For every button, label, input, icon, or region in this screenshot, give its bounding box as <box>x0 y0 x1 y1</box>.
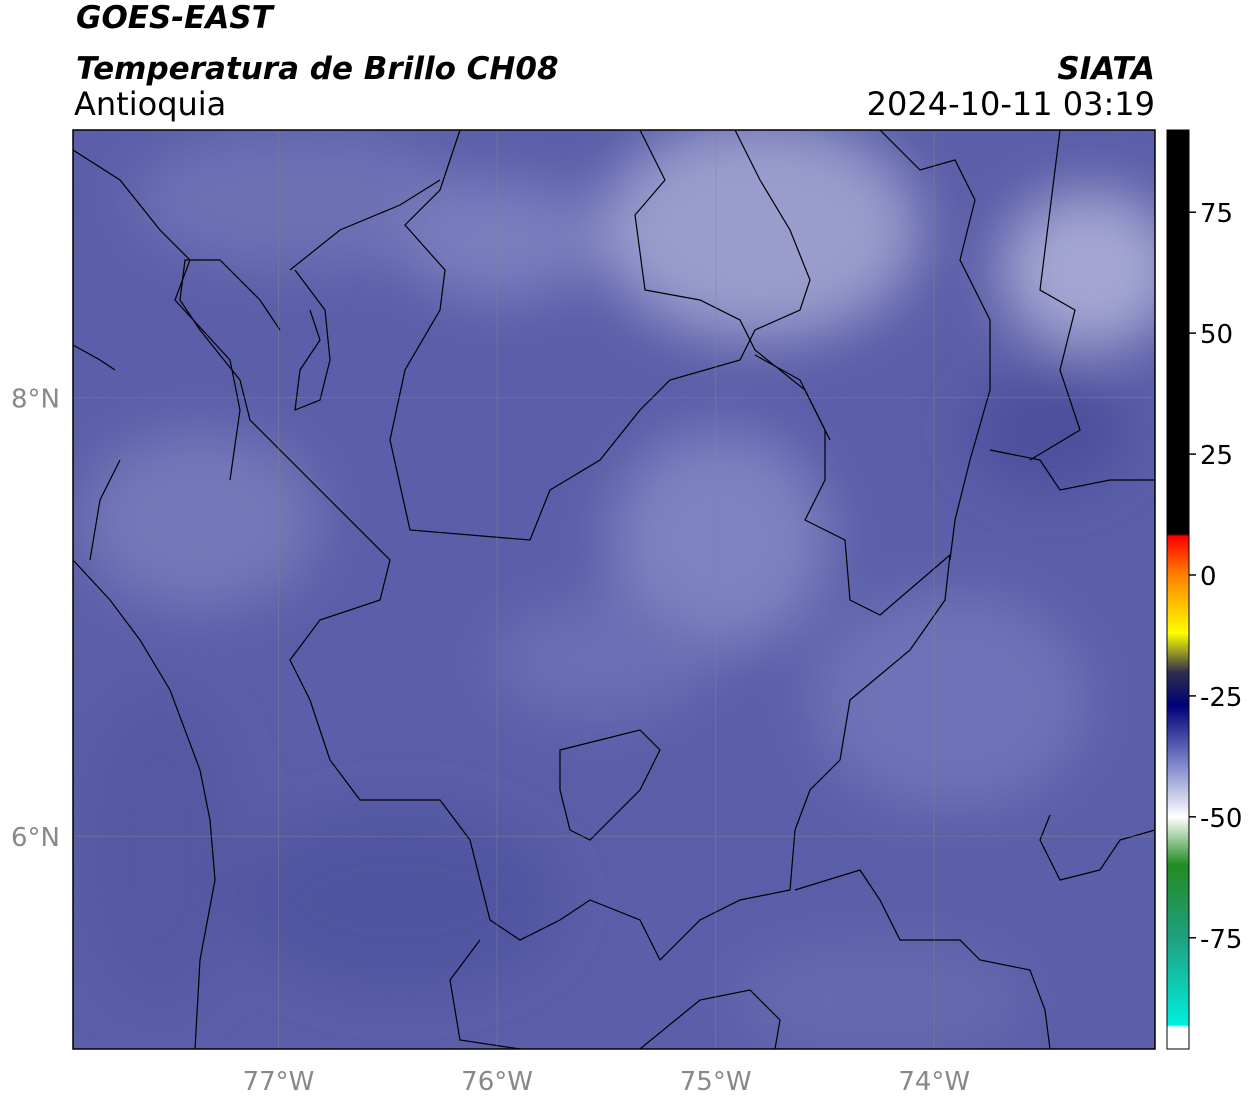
colorbar-tick-label: 50 <box>1200 320 1233 350</box>
x-tick-label: 77°W <box>243 1067 315 1097</box>
graticule <box>73 130 1155 1049</box>
title: GOES-EAST <box>76 0 276 36</box>
source: SIATA <box>1057 51 1155 87</box>
datetime: 2024-10-11 03:19 <box>867 85 1155 123</box>
subtitle: Temperatura de Brillo CH08 <box>76 51 559 87</box>
colorbar <box>1166 129 1190 1050</box>
x-tick-label: 74°W <box>898 1067 970 1097</box>
y-tick-label: 8°N <box>11 385 60 415</box>
colorbar-tick-label: -25 <box>1200 683 1242 713</box>
colorbar-tick-label: 0 <box>1200 562 1217 592</box>
x-tick-label: 75°W <box>680 1067 752 1097</box>
map-area <box>73 130 1155 1049</box>
x-tick-label: 76°W <box>461 1067 533 1097</box>
map-frame <box>72 129 1156 1050</box>
region: Antioquia <box>74 85 226 123</box>
colorbar-tick-label: -50 <box>1200 804 1242 834</box>
colorbar-tick-label: 75 <box>1200 199 1233 229</box>
colorbar-tick-label: 25 <box>1200 441 1233 471</box>
y-tick-label: 6°N <box>11 823 60 853</box>
colorbar-tick-label: -75 <box>1200 925 1242 955</box>
cloud-field <box>80 130 1155 1049</box>
borders <box>73 130 1155 1049</box>
